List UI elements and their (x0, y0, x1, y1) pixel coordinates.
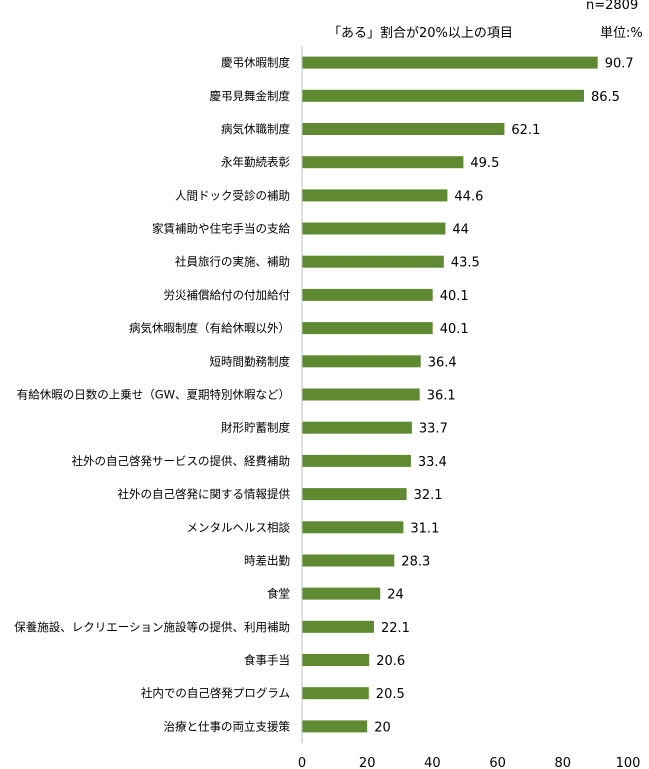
bar (302, 56, 598, 69)
bar (302, 123, 505, 135)
value-label: 40.1 (440, 322, 469, 337)
category-label: 慶弔休暇制度 (221, 56, 290, 70)
bar (302, 587, 381, 600)
value-label: 36.1 (427, 389, 456, 404)
bar (302, 654, 370, 666)
value-label: 20.6 (376, 654, 405, 669)
value-label: 24 (387, 588, 404, 603)
x-tick-label: 100 (616, 756, 641, 769)
value-label: 44 (452, 223, 469, 238)
category-label: 永年勤続表彰 (221, 155, 290, 169)
bar (302, 720, 368, 733)
category-label: 労災補償給付の付加給付 (164, 288, 291, 302)
value-label: 90.7 (605, 57, 634, 72)
bar (302, 156, 464, 169)
category-label: 病気休職制度 (221, 122, 290, 136)
bar (302, 89, 584, 102)
category-label: 財形貯蓄制度 (221, 421, 290, 435)
bar (302, 488, 407, 501)
category-label: 有給休暇の日数の上乗せ（GW、夏期特別休暇など） (17, 388, 290, 402)
category-label: 社外の自己啓発サービスの提供、経費補助 (72, 454, 291, 468)
value-label: 62.1 (511, 123, 540, 138)
bar (302, 554, 395, 567)
bar (302, 521, 404, 534)
value-label: 86.5 (591, 90, 620, 105)
bar (302, 421, 412, 434)
unit-label: 単位:% (600, 26, 643, 41)
sample-size-label: n=2809 (586, 0, 639, 13)
value-label: 28.3 (401, 555, 430, 570)
value-label: 31.1 (410, 521, 439, 536)
value-label: 43.5 (451, 256, 480, 271)
value-label: 33.7 (419, 422, 448, 437)
category-label: 人間ドック受診の補助 (175, 188, 290, 202)
category-label: 短時間勤務制度 (210, 354, 291, 368)
bar (302, 620, 374, 633)
bar (302, 687, 369, 700)
value-label: 22.1 (381, 621, 410, 636)
category-label: 社内での自己啓発プログラム (141, 686, 290, 700)
bar (302, 222, 446, 235)
bar (302, 288, 433, 301)
x-tick-label: 0 (298, 756, 306, 769)
x-tick-label: 80 (555, 756, 572, 769)
value-label: 36.4 (428, 355, 457, 370)
category-label: 社外の自己啓発に関する情報提供 (118, 487, 291, 501)
bar (302, 322, 433, 335)
category-label: 保養施設、レクリエーション施設等の提供、利用補助 (14, 620, 290, 634)
x-tick-label: 20 (359, 756, 376, 769)
bar (302, 454, 411, 467)
category-label: 病気休暇制度（有給休暇以外） (129, 321, 290, 335)
value-label: 40.1 (440, 289, 469, 304)
category-label: 慶弔見舞金制度 (210, 89, 291, 103)
value-label: 49.5 (470, 156, 499, 171)
value-label: 44.6 (454, 189, 483, 204)
category-label: 食事手当 (244, 653, 290, 667)
category-label: 社員旅行の実施、補助 (175, 255, 290, 269)
value-label: 20 (374, 720, 391, 735)
x-tick-label: 60 (489, 756, 506, 769)
category-label: 治療と仕事の両立支援策 (164, 719, 291, 733)
x-tick-label: 40 (424, 756, 441, 769)
category-label: 食堂 (267, 587, 290, 601)
value-label: 32.1 (414, 488, 443, 503)
category-label: 家賃補助や住宅手当の支給 (152, 222, 290, 236)
value-label: 33.4 (418, 455, 447, 470)
bar (302, 388, 420, 401)
category-label: 時差出勤 (244, 554, 290, 568)
bar (302, 255, 444, 268)
value-label: 20.5 (376, 687, 405, 702)
chart-subtitle: 「ある」割合が20%以上の項目 (328, 26, 513, 41)
bar (302, 355, 421, 368)
category-label: メンタルヘルス相談 (187, 520, 291, 534)
bar (302, 189, 448, 202)
